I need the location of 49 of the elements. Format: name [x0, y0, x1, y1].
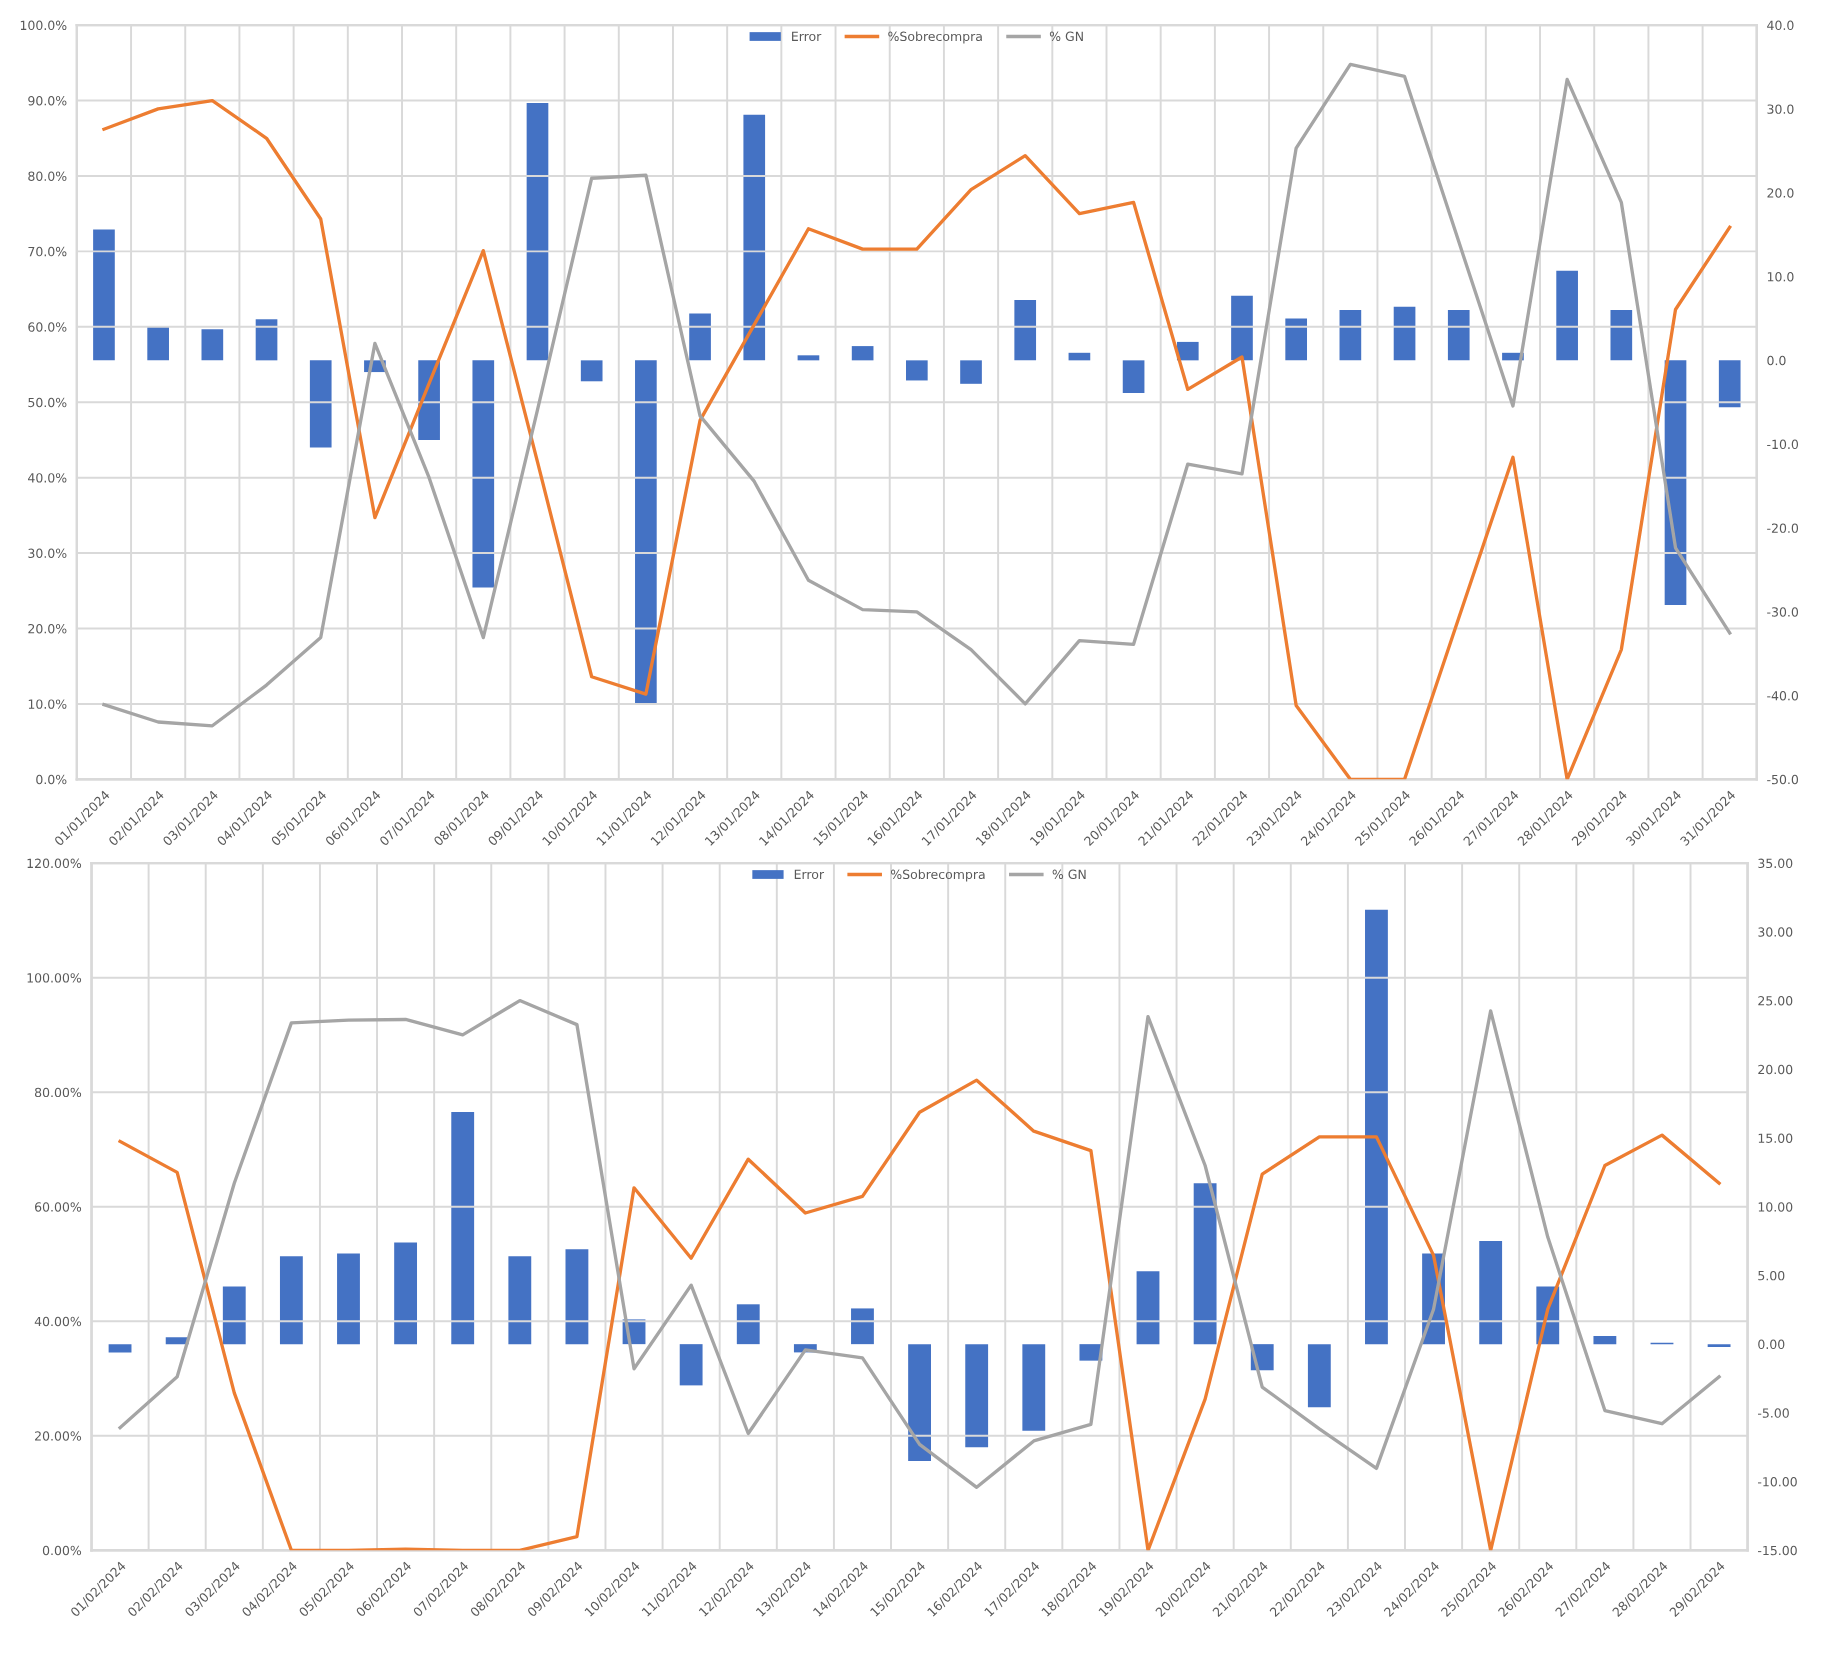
bar: [472, 360, 495, 588]
bar: [1022, 1344, 1046, 1431]
bar: [743, 114, 766, 361]
line-series: [118, 998, 1721, 1489]
bar: [451, 1111, 475, 1345]
bar: [965, 1344, 989, 1448]
bar: [1122, 360, 1145, 394]
bar: [635, 360, 657, 704]
bar: [108, 1344, 132, 1353]
bar: [526, 103, 549, 361]
bar: [960, 360, 982, 384]
bar: [279, 1256, 303, 1345]
bar: [1593, 1335, 1617, 1345]
bar: [222, 1286, 246, 1345]
bar: [1014, 300, 1037, 361]
bar: [908, 1344, 931, 1461]
bar: [309, 360, 332, 448]
bar: [580, 360, 603, 382]
bar: [565, 1249, 589, 1345]
bar: [337, 1253, 360, 1345]
bar: [1068, 352, 1091, 361]
bar: [1479, 1241, 1503, 1345]
bar: [1339, 310, 1362, 361]
bar: [1176, 341, 1199, 361]
bar: [1718, 360, 1741, 408]
bar: [1136, 1271, 1160, 1345]
bar: [1610, 310, 1633, 361]
bar: [93, 229, 115, 361]
bar: [905, 360, 928, 381]
bar: [255, 319, 278, 361]
line-series: [118, 1078, 1721, 1551]
bar: [1447, 310, 1470, 361]
bar: [851, 1308, 874, 1345]
bar: [1556, 270, 1578, 361]
bar: [1193, 1183, 1217, 1345]
bar: [508, 1256, 532, 1345]
bar: [1365, 909, 1388, 1345]
bar: [1285, 318, 1308, 361]
bar: [394, 1242, 418, 1345]
bar: [1307, 1344, 1331, 1408]
bar: [679, 1344, 703, 1386]
bar: [1231, 295, 1253, 361]
bar: [736, 1304, 760, 1345]
bar: [1393, 306, 1416, 361]
bar: [147, 325, 169, 361]
bar: [851, 346, 874, 361]
bar: [797, 355, 820, 361]
bar: [201, 329, 224, 361]
bar: [689, 313, 711, 361]
